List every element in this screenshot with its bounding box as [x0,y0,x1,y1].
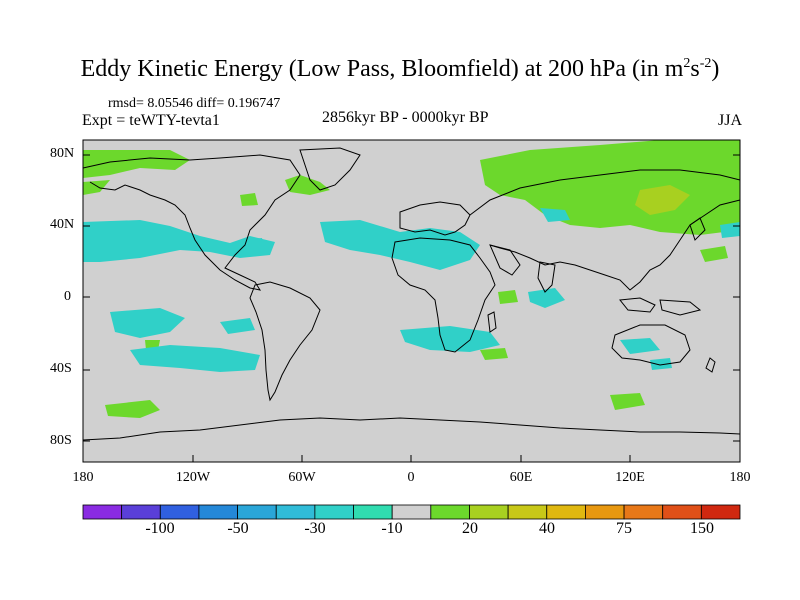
colorbar-swatch [700,504,741,520]
colorbar-label: -30 [304,520,326,537]
x-tick-label: 60W [288,470,316,485]
positive-patch [498,290,518,304]
stats-text: rmsd= 8.05546 diff= 0.196747 [108,96,281,111]
negative-patch [320,220,480,270]
positive-patch [610,393,645,410]
negative-patch [240,238,265,252]
colorbar-label: -50 [227,520,249,537]
colorbar-swatch [623,504,664,520]
y-tick-label: 0 [64,289,71,304]
y-tick-label: 40N [50,217,75,232]
negative-patch [220,318,255,334]
colorbar-label: 150 [690,520,714,537]
negative-patch [650,358,672,370]
colorbar-swatch [507,504,548,520]
colorbar-swatch [469,504,509,520]
y-tick-label: 40S [50,361,72,376]
negative-patch [110,308,185,338]
colorbar-swatch [159,504,200,520]
colorbar-swatch [121,504,161,520]
colorbar-swatch [430,504,470,520]
negative-patch [83,220,275,262]
colorbar-label: 20 [462,520,478,537]
season-label: JJA [717,112,742,129]
colorbar-label: -10 [381,520,403,537]
x-tick-label: 0 [407,470,415,485]
x-tick-label: 120W [175,470,211,485]
x-tick-label: 120E [615,470,645,485]
positive-patch [635,185,690,215]
period-label: 2856kyr BP - 0000kyr BP [322,109,489,126]
colorbar-swatch [314,504,354,520]
y-tick-label: 80S [50,433,72,448]
colorbar-swatch [237,504,277,520]
positive-patch [240,193,258,206]
colorbar-swatch [275,504,316,520]
colorbar [82,504,741,520]
colorbar-swatch [82,504,123,520]
x-tick-label: 60E [509,470,533,485]
negative-patch [620,338,660,354]
coastlines [82,147,741,441]
anomaly-patches [83,140,740,418]
positive-patch [105,400,160,418]
negative-patch [540,208,570,222]
colorbar-label: 75 [616,520,632,537]
colorbar-label: -100 [145,520,175,537]
colorbar-swatch [585,504,625,520]
chart-title: Eddy Kinetic Energy (Low Pass, Bloomfiel… [80,56,720,82]
colorbar-swatch [353,504,393,520]
map-panel [82,139,741,463]
y-tick-label: 80N [50,146,75,161]
x-tick-label: 180 [729,470,751,485]
positive-patch [480,348,508,360]
negative-patch [528,288,565,308]
negative-patch [400,326,500,352]
colorbar-swatch [546,504,586,520]
colorbar-swatch [662,504,702,520]
colorbar-swatch [198,504,238,520]
negative-patch [130,345,260,372]
axis-ticks [82,154,741,462]
positive-patch [83,150,190,178]
colorbar-swatch [391,504,432,520]
x-tick-label: 180 [72,470,94,485]
colorbar-label: 40 [539,520,555,537]
positive-patch [700,246,728,262]
experiment-label: Expt = teWTY-tevta1 [82,112,220,129]
positive-patch [83,180,110,195]
